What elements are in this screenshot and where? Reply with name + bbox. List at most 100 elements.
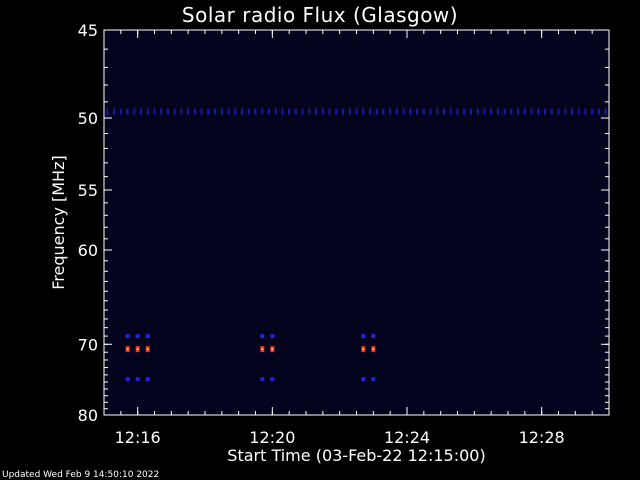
interference-mark <box>274 108 277 115</box>
y-axis-label: Frequency [MHz] <box>49 155 68 289</box>
interference-mark <box>544 108 547 115</box>
interference-mark <box>597 108 600 115</box>
interference-mark <box>173 108 176 115</box>
burst-mark <box>371 334 376 339</box>
interference-mark <box>517 108 520 115</box>
interference-mark <box>146 108 149 115</box>
interference-mark <box>281 108 284 115</box>
interference-mark <box>133 108 136 115</box>
x-tick-label: 12:28 <box>519 428 565 447</box>
burst-mark <box>270 377 275 382</box>
interference-mark <box>496 108 499 115</box>
interference-mark <box>241 108 244 115</box>
burst-core <box>126 348 129 351</box>
interference-mark <box>510 108 513 115</box>
y-tick-label: 70 <box>78 335 98 354</box>
interference-mark <box>126 108 129 115</box>
burst-core <box>372 348 375 351</box>
interference-mark <box>207 108 210 115</box>
interference-mark <box>395 108 398 115</box>
interference-mark <box>335 108 338 115</box>
plot-background <box>104 30 609 415</box>
interference-mark <box>342 108 345 115</box>
interference-mark <box>362 108 365 115</box>
interference-mark <box>570 108 573 115</box>
interference-mark <box>389 108 392 115</box>
burst-core <box>136 348 139 351</box>
burst-mark <box>135 334 140 339</box>
interference-mark <box>301 108 304 115</box>
interference-mark <box>267 108 270 115</box>
burst-core <box>362 348 365 351</box>
burst-mark <box>145 334 150 339</box>
burst-mark <box>361 334 366 339</box>
interference-mark <box>429 108 432 115</box>
interference-mark <box>308 108 311 115</box>
interference-mark <box>530 108 533 115</box>
interference-mark <box>187 108 190 115</box>
burst-core <box>146 348 149 351</box>
interference-mark <box>382 108 385 115</box>
y-tick-label: 60 <box>78 241 98 260</box>
interference-mark <box>463 108 466 115</box>
interference-mark <box>153 108 156 115</box>
burst-mark <box>125 377 130 382</box>
interference-mark <box>577 108 580 115</box>
interference-mark <box>564 108 567 115</box>
interference-mark <box>416 108 419 115</box>
y-tick-label: 80 <box>78 406 98 425</box>
interference-mark <box>106 108 109 115</box>
interference-mark <box>456 108 459 115</box>
interference-mark <box>119 108 122 115</box>
interference-mark <box>234 108 237 115</box>
interference-mark <box>449 108 452 115</box>
interference-mark <box>523 108 526 115</box>
interference-mark <box>328 108 331 115</box>
interference-mark <box>113 108 116 115</box>
interference-mark <box>166 108 169 115</box>
interference-mark <box>537 108 540 115</box>
interference-mark <box>591 108 594 115</box>
y-tick-label: 45 <box>78 21 98 40</box>
interference-mark <box>180 108 183 115</box>
interference-mark <box>490 108 493 115</box>
burst-mark <box>260 334 265 339</box>
interference-mark <box>375 108 378 115</box>
updated-timestamp: Updated Wed Feb 9 14:50:10 2022 <box>2 470 160 480</box>
interference-mark <box>436 108 439 115</box>
interference-mark <box>247 108 250 115</box>
interference-mark <box>227 108 230 115</box>
interference-mark <box>503 108 506 115</box>
interference-mark <box>402 108 405 115</box>
interference-mark <box>348 108 351 115</box>
interference-mark <box>368 108 371 115</box>
x-axis-label: Start Time (03-Feb-22 12:15:00) <box>227 446 485 465</box>
interference-mark <box>294 108 297 115</box>
burst-mark <box>135 377 140 382</box>
interference-mark <box>557 108 560 115</box>
interference-mark <box>140 108 143 115</box>
burst-core <box>261 348 264 351</box>
interference-mark <box>584 108 587 115</box>
interference-mark <box>214 108 217 115</box>
interference-mark <box>220 108 223 115</box>
interference-mark <box>254 108 257 115</box>
burst-mark <box>371 377 376 382</box>
interference-mark <box>604 108 607 115</box>
burst-mark <box>125 334 130 339</box>
x-tick-label: 12:24 <box>384 428 430 447</box>
y-tick-label: 50 <box>78 109 98 128</box>
interference-mark <box>483 108 486 115</box>
interference-mark <box>200 108 203 115</box>
interference-mark <box>550 108 553 115</box>
burst-core <box>271 348 274 351</box>
interference-mark <box>355 108 358 115</box>
burst-mark <box>260 377 265 382</box>
interference-mark <box>261 108 264 115</box>
x-tick-label: 12:20 <box>249 428 295 447</box>
interference-mark <box>422 108 425 115</box>
interference-mark <box>315 108 318 115</box>
burst-mark <box>361 377 366 382</box>
burst-mark <box>145 377 150 382</box>
